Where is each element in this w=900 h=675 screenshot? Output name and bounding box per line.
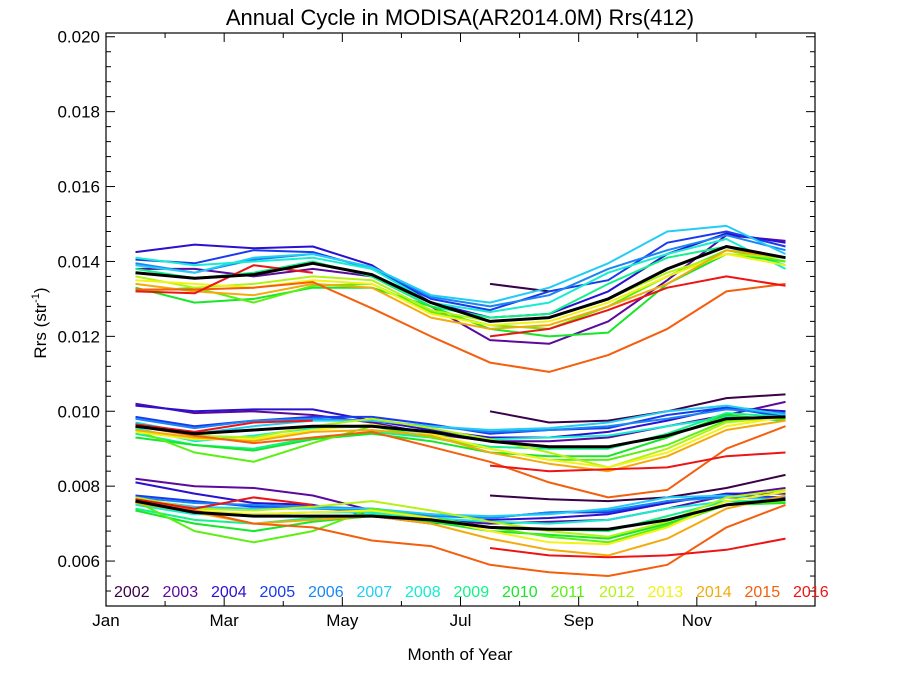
series-line-2007-group-2 bbox=[135, 404, 786, 435]
series-line-2006-group-1 bbox=[135, 234, 786, 308]
series-line-2015-group-3 bbox=[135, 500, 786, 577]
series-line-2015-group-1 bbox=[135, 281, 786, 373]
mean-line-group-1 bbox=[135, 245, 786, 323]
y-axis-label-close: ) bbox=[31, 287, 50, 293]
y-axis-label-sup: -1 bbox=[30, 293, 42, 303]
legend-label-2010: 2010 bbox=[502, 584, 538, 601]
series-line-2014-group-1 bbox=[135, 249, 786, 330]
series-line-2010-group-3 bbox=[135, 502, 786, 540]
series-line-2016-group-2 bbox=[135, 419, 786, 473]
x-tick-label: Sep bbox=[564, 611, 594, 630]
series-line-2012-group-1 bbox=[135, 253, 786, 323]
x-tick-label: Jul bbox=[450, 611, 472, 630]
legend-label-2005: 2005 bbox=[260, 584, 296, 601]
legend-label-2003: 2003 bbox=[163, 584, 199, 601]
legend-label-2011: 2011 bbox=[551, 584, 586, 601]
x-tick-label: Jan bbox=[92, 611, 119, 630]
y-axis-label-main: Rrs (str bbox=[31, 303, 50, 359]
x-tick-label: Mar bbox=[210, 611, 240, 630]
axes: Jan Mar May Jul Sep Nov 0.006 0.008 0.010 0.012 0.… bbox=[57, 28, 816, 630]
legend-label-2009: 2009 bbox=[454, 584, 490, 601]
x-tick-label: Nov bbox=[682, 611, 713, 630]
y-tick-label: 0.012 bbox=[57, 327, 100, 346]
series-line-2002-group-3 bbox=[489, 473, 786, 503]
series-line-2012-group-2 bbox=[135, 415, 786, 469]
legend-label-2012: 2012 bbox=[599, 584, 635, 601]
series-line-2013-group-2 bbox=[135, 415, 786, 469]
mean-line-group-2 bbox=[135, 415, 786, 449]
legend-label-2015: 2015 bbox=[745, 584, 781, 601]
legend-label-2013: 2013 bbox=[648, 584, 684, 601]
legend-label-2004: 2004 bbox=[211, 584, 247, 601]
x-axis-label: Month of Year bbox=[408, 645, 513, 664]
y-tick-label: 0.018 bbox=[57, 103, 100, 122]
legend-label-2008: 2008 bbox=[405, 584, 441, 601]
series-line-2015-group-2 bbox=[135, 425, 786, 499]
year-legend: 2002 2003 2004 2005 2006 2007 2008 2009 2010 2011… bbox=[114, 584, 829, 601]
x-tick-label: May bbox=[326, 611, 359, 630]
chart-title: Annual Cycle in MODISA(AR2014.0M) Rrs(41… bbox=[226, 5, 694, 30]
y-tick-label: 0.014 bbox=[57, 252, 100, 271]
series-line-2016-group-3 bbox=[135, 496, 786, 559]
legend-label-2002: 2002 bbox=[114, 584, 150, 601]
legend-label-2006: 2006 bbox=[308, 584, 344, 601]
legend-label-2007: 2007 bbox=[357, 584, 393, 601]
plot-area bbox=[135, 224, 786, 577]
y-axis-label: Rrs (str-1) bbox=[30, 287, 50, 358]
legend-label-2014: 2014 bbox=[696, 584, 732, 601]
series-line-2014-group-2 bbox=[135, 419, 786, 473]
y-tick-label: 0.020 bbox=[57, 28, 100, 47]
legend-label-2016: 2016 bbox=[793, 584, 829, 601]
y-tick-label: 0.008 bbox=[57, 477, 100, 496]
series-line-2008-group-1 bbox=[135, 238, 786, 313]
series-line-2005-group-1 bbox=[135, 230, 786, 312]
series-line-2003-group-1 bbox=[135, 234, 786, 345]
mean-line-group-3 bbox=[135, 497, 786, 531]
y-tick-label: 0.010 bbox=[57, 402, 100, 421]
y-tick-label: 0.016 bbox=[57, 178, 100, 197]
series-line-2007-group-1 bbox=[135, 224, 786, 304]
y-tick-label: 0.006 bbox=[57, 552, 100, 571]
